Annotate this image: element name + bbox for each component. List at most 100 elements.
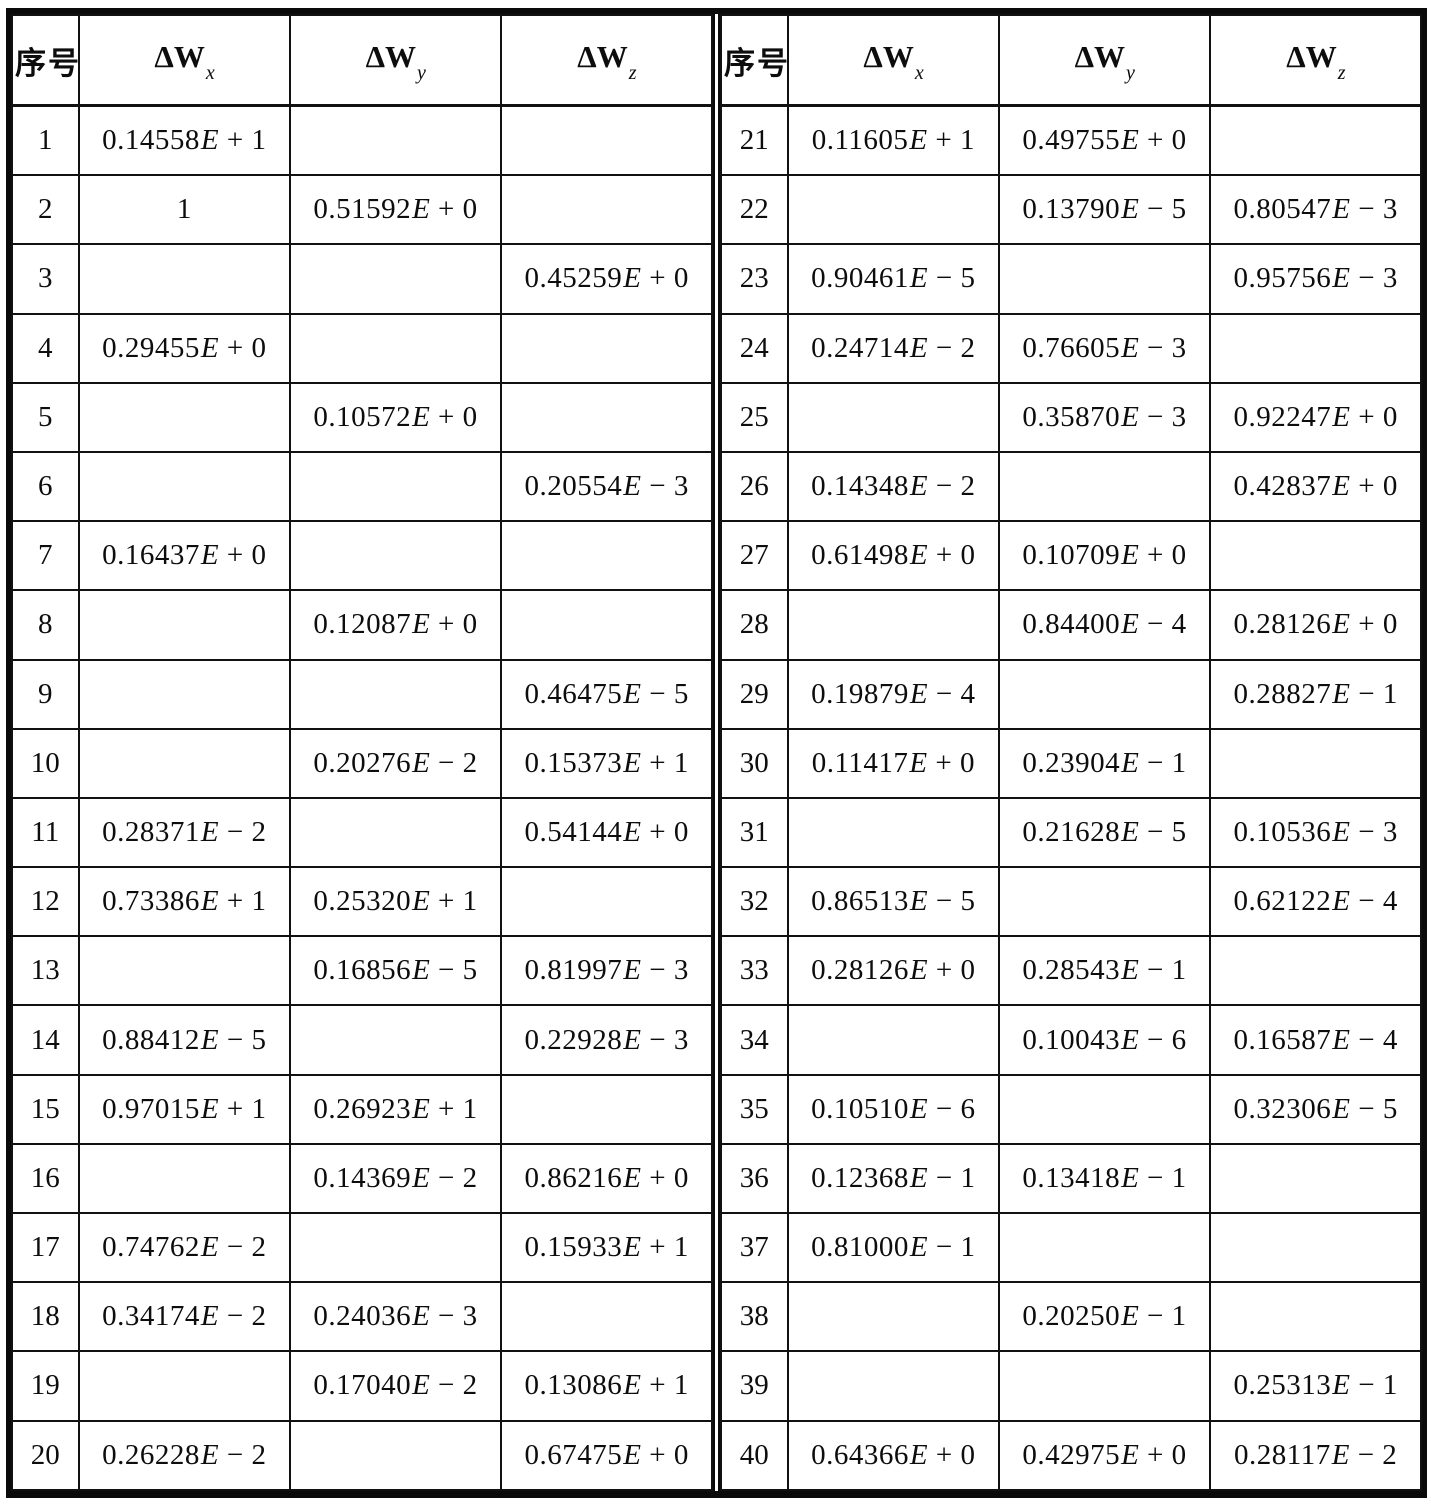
value-exponent-sign: −	[1139, 1023, 1171, 1056]
value-exponent: 2	[462, 1369, 478, 1402]
value-exponent: 0	[673, 1438, 689, 1471]
value-exponent-marker: E	[412, 1092, 430, 1125]
table-row: 17 0.74762E − 2 0.15933E + 1	[11, 1211, 714, 1284]
value-exponent: 2	[960, 470, 976, 503]
value-cell-wz	[499, 1073, 714, 1145]
value-cell-wz	[1208, 312, 1423, 384]
value-exponent-marker: E	[623, 815, 641, 848]
value-cell-wz	[1208, 935, 1423, 1007]
table-row: 18 0.34174E − 2 0.24036E − 3	[11, 1281, 714, 1353]
value-exponent-sign: −	[928, 1231, 960, 1264]
value-exponent: 0	[251, 539, 267, 572]
value-mantissa: 0.10709	[1022, 539, 1121, 572]
index-cell: 14	[11, 1004, 80, 1076]
value-cell-wx: 0.12368E − 1	[786, 1142, 1000, 1215]
value-exponent: 0	[960, 539, 976, 572]
value-exponent-sign: −	[1139, 400, 1171, 433]
value-exponent-marker: E	[623, 1369, 641, 1402]
value-cell-wx: 0.26228E − 2	[77, 1419, 291, 1492]
value-mantissa: 0.14348	[811, 470, 909, 503]
value-cell-wz: 0.32306E − 5	[1208, 1073, 1423, 1145]
value-exponent-sign: −	[641, 677, 673, 710]
value-cell-wz	[1208, 520, 1423, 592]
value-mantissa: 0.42975	[1022, 1438, 1121, 1471]
value-exponent: 0	[462, 608, 478, 641]
table-row: 28 0.84400E − 4 0.28126E + 0	[720, 589, 1423, 661]
value-exponent-marker: E	[1121, 124, 1139, 157]
value-exponent-marker: E	[623, 1438, 641, 1471]
delta-w-x-column-header: ΔWx	[786, 14, 1000, 107]
value-exponent-sign: −	[928, 331, 960, 364]
value-cell-wy	[288, 1004, 502, 1076]
value-exponent: 0	[673, 1161, 689, 1194]
index-cell: 10	[11, 727, 80, 799]
table-row: 23 0.90461E − 5 0.95756E − 3	[720, 243, 1423, 315]
table-row: 30 0.11417E + 0 0.23904E − 1	[720, 727, 1423, 799]
value-cell-wz	[1208, 1281, 1423, 1353]
value-mantissa: 0.62122	[1233, 885, 1332, 918]
value-cell-wy: 0.25320E + 1	[288, 866, 502, 938]
value-exponent-marker: E	[200, 124, 219, 157]
value-exponent: 2	[960, 331, 976, 364]
value-exponent: 1	[462, 1092, 478, 1125]
value-exponent-sign: +	[219, 124, 251, 157]
value-cell-wx	[786, 1281, 1000, 1353]
table-header: 序号 ΔWx ΔWy ΔWz	[720, 14, 1423, 107]
value-cell-wy: 0.13790E − 5	[997, 174, 1211, 246]
value-cell-wz: 0.80547E − 3	[1208, 174, 1423, 246]
value-exponent-marker: E	[909, 470, 928, 503]
value-exponent-marker: E	[200, 1092, 219, 1125]
value-cell-wx	[77, 935, 291, 1007]
value-exponent-sign: −	[1350, 1438, 1382, 1471]
index-cell: 9	[11, 658, 80, 730]
value-exponent-marker: E	[1121, 608, 1139, 641]
value-cell-wy	[997, 866, 1211, 938]
value-exponent-marker: E	[623, 677, 641, 710]
table-row: 7 0.16437E + 0	[11, 520, 714, 592]
value-exponent: 0	[462, 400, 478, 433]
value-cell-wy	[288, 1211, 502, 1284]
table-row: 4 0.29455E + 0	[11, 312, 714, 384]
value-mantissa: 0.97015	[102, 1092, 200, 1125]
value-exponent-sign: −	[928, 470, 960, 503]
value-mantissa: 0.28371	[102, 815, 200, 848]
value-exponent-sign: +	[1350, 400, 1382, 433]
value-cell-wz: 0.16587E − 4	[1208, 1004, 1423, 1076]
value-mantissa: 0.67475	[524, 1438, 623, 1471]
value-mantissa: 0.13086	[524, 1369, 623, 1402]
value-exponent-sign: −	[1139, 1300, 1171, 1333]
value-exponent-marker: E	[623, 1023, 641, 1056]
value-exponent: 1	[673, 746, 689, 779]
value-exponent-sign: +	[641, 262, 673, 295]
value-cell-wz: 0.28126E + 0	[1208, 589, 1423, 661]
value-exponent: 5	[960, 262, 976, 295]
value-mantissa: 0.26228	[102, 1438, 200, 1471]
value-cell-wy	[288, 243, 502, 315]
value-cell-wx	[77, 589, 291, 661]
value-cell-wy: 0.51592E + 0	[288, 174, 502, 246]
value-cell-wy: 0.14369E − 2	[288, 1142, 502, 1215]
value-cell-wz: 0.22928E − 3	[499, 1004, 714, 1076]
table-row: 19 0.17040E − 2 0.13086E + 1	[11, 1350, 714, 1422]
value-cell-wy	[997, 243, 1211, 315]
table-row: 25 0.35870E − 3 0.92247E + 0	[720, 381, 1423, 453]
value-exponent-sign: −	[1350, 885, 1382, 918]
index-column-header: 序号	[11, 14, 80, 107]
value-cell-wx: 0.34174E − 2	[77, 1281, 291, 1353]
value-exponent-marker: E	[1332, 608, 1350, 641]
value-exponent: 1	[1382, 677, 1398, 710]
value-exponent: 3	[1382, 815, 1398, 848]
table-row: 5 0.10572E + 0	[11, 381, 714, 453]
value-exponent: 1	[1171, 1161, 1187, 1194]
index-cell: 6	[11, 450, 80, 523]
value-exponent-sign: −	[928, 677, 960, 710]
index-cell: 28	[720, 589, 789, 661]
table-row: 1 0.14558E + 1	[11, 104, 714, 177]
value-exponent-sign: −	[928, 885, 960, 918]
value-cell-wy	[288, 658, 502, 730]
value-exponent: 1	[251, 885, 267, 918]
value-mantissa: 0.80547	[1233, 193, 1332, 226]
value-cell-wx	[77, 450, 291, 523]
value-cell-wy: 0.49755E + 0	[997, 104, 1211, 177]
